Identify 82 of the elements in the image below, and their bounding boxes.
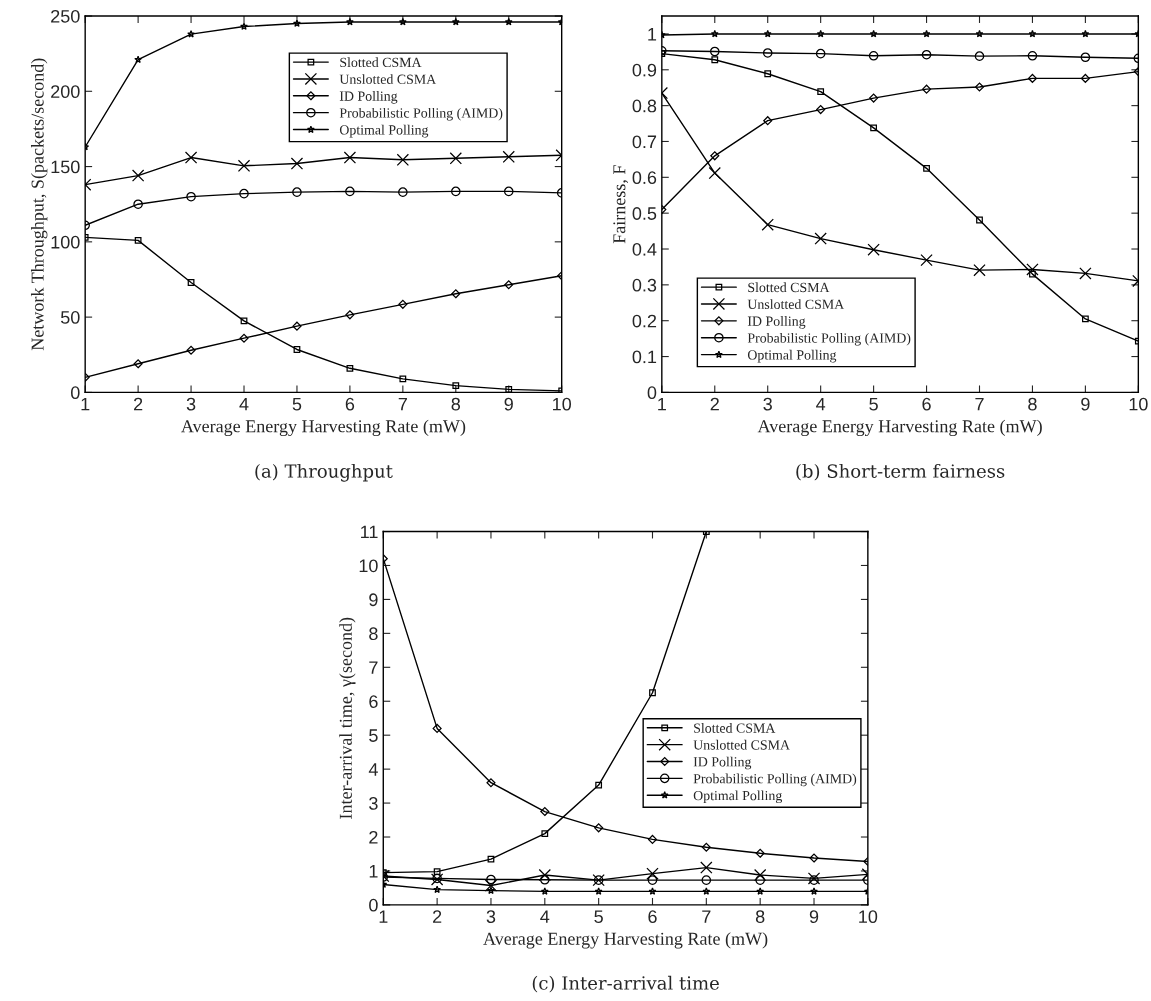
x-tick-label: 8 <box>1028 397 1037 411</box>
x-tick-label: 3 <box>186 397 196 411</box>
y-tick-label: 0 <box>369 898 378 912</box>
y-tick-label: 150 <box>51 160 80 174</box>
legend-label: ID Polling <box>747 316 806 329</box>
text: (c) Inter-arrival time <box>532 975 719 993</box>
y-tick-label: 0.3 <box>632 278 657 292</box>
x-tick-label: 5 <box>869 397 878 411</box>
x-tick-label: 8 <box>755 910 765 924</box>
x-tick-label: 4 <box>239 397 249 411</box>
text: (a) Throughput <box>255 463 393 482</box>
text: (b) Short-term fairness <box>796 463 1005 481</box>
y-tick-label: 5 <box>369 729 378 742</box>
legend-label: Slotted CSMA <box>340 57 422 68</box>
y-tick-label: 3 <box>369 797 378 810</box>
x-tick-label: 9 <box>504 397 513 411</box>
x-tick-label: 6 <box>345 397 355 411</box>
x-tick-label: 9 <box>1081 397 1090 411</box>
y-tick-label: 0.8 <box>632 99 657 113</box>
legend-label: Probabilistic Polling (AIMD) <box>747 332 911 346</box>
y-tick-label: 4 <box>368 763 378 776</box>
y-tick-label: 8 <box>369 627 378 641</box>
y-tick-label: 0.5 <box>632 207 657 220</box>
legend-label: Optimal Polling <box>693 790 783 804</box>
x-tick-label: 2 <box>710 397 719 411</box>
y-tick-label: 0.2 <box>632 314 657 328</box>
y-axis-title: Inter-arrival time, γ(second) <box>339 617 356 819</box>
legend-label: ID Polling <box>693 756 752 770</box>
y-axis-title: Network Throughput, S(packets/second) <box>30 58 48 351</box>
x-axis-title: Average Energy Harvesting Rate (mW) <box>181 419 466 437</box>
x-tick-label: 2 <box>433 910 442 923</box>
legend-label: ID Polling <box>339 91 398 104</box>
y-tick-label: 0 <box>647 386 657 400</box>
x-tick-label: 5 <box>594 910 603 924</box>
legend-label: Optimal Polling <box>339 124 429 138</box>
x-tick-label: 7 <box>702 910 711 923</box>
y-tick-label: 0.4 <box>632 242 657 256</box>
x-tick-label: 1 <box>658 397 666 411</box>
y-tick-label: 6 <box>369 695 378 708</box>
x-tick-label: 3 <box>763 397 772 411</box>
x-tick-label: 8 <box>451 397 461 411</box>
x-axis-title: Average Energy Harvesting Rate (mW) <box>483 932 768 949</box>
y-tick-label: 9 <box>369 593 378 607</box>
y-tick-label: 7 <box>369 661 378 674</box>
x-tick-label: 2 <box>134 397 143 411</box>
x-tick-label: 9 <box>809 910 819 924</box>
y-tick-label: 200 <box>51 85 80 99</box>
x-tick-label: 5 <box>292 397 302 411</box>
x-tick-label: 4 <box>540 910 550 923</box>
y-tick-label: 0.9 <box>632 63 657 77</box>
y-tick-label: 2 <box>369 830 378 844</box>
y-tick-label: 1 <box>369 865 378 878</box>
y-tick-label: 10 <box>359 559 378 573</box>
legend-label: Optimal Polling <box>747 349 837 363</box>
y-tick-label: 0.7 <box>632 135 657 149</box>
y-tick-label: 50 <box>60 311 80 324</box>
legend-label: Probabilistic Polling (AIMD) <box>339 107 503 121</box>
x-tick-label: 7 <box>398 397 407 411</box>
x-axis-title: Average Energy Harvesting Rate (mW) <box>757 419 1042 437</box>
x-tick-label: 3 <box>486 910 496 924</box>
legend-label: Unslotted CSMA <box>339 74 437 84</box>
legend-label: Slotted CSMA <box>748 282 830 293</box>
y-tick-label: 250 <box>51 9 80 23</box>
x-tick-label: 6 <box>922 397 931 411</box>
x-tick-label: 10 <box>1129 397 1148 411</box>
x-tick-label: 10 <box>859 910 878 924</box>
x-tick-label: 1 <box>379 910 388 923</box>
x-tick-label: 10 <box>553 397 572 411</box>
y-axis-title: Fairness, F <box>613 165 629 244</box>
y-tick-label: 0 <box>70 386 80 400</box>
y-tick-label: 0.6 <box>632 171 657 185</box>
legend-label: Probabilistic Polling (AIMD) <box>693 773 857 787</box>
y-tick-label: 0.1 <box>632 350 657 364</box>
y-tick-label: 100 <box>51 235 80 249</box>
legend-label: Unslotted CSMA <box>693 739 790 750</box>
x-tick-label: 7 <box>975 397 984 411</box>
x-tick-label: 4 <box>816 397 826 411</box>
x-tick-label: 1 <box>81 397 90 411</box>
legend-label: Slotted CSMA <box>694 723 776 733</box>
y-tick-label: 11 <box>361 525 378 539</box>
legend-label: Unslotted CSMA <box>747 299 845 309</box>
y-tick-label: 1 <box>648 28 657 41</box>
